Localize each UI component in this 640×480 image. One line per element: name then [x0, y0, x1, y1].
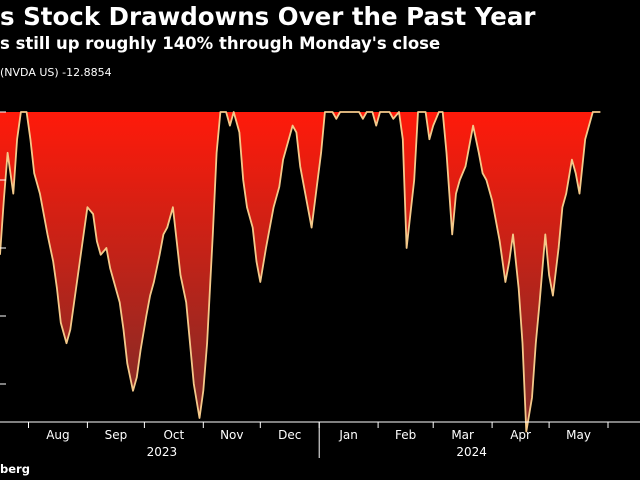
chart-subtitle: s still up roughly 140% through Monday's…	[0, 34, 441, 53]
drawdown-area	[0, 112, 601, 432]
x-tick-label: Oct	[163, 428, 184, 442]
x-tick-label: Sep	[105, 428, 128, 442]
year-label: 2023	[147, 445, 178, 459]
x-tick-label: Apr	[510, 428, 531, 442]
x-tick-label: Nov	[220, 428, 243, 442]
x-tick-label: May	[566, 428, 591, 442]
year-label: 2024	[456, 445, 487, 459]
legend-label: (NVDA US) -12.8854	[0, 66, 112, 79]
chart-title: s Stock Drawdowns Over the Past Year	[0, 2, 536, 31]
x-tick-label: Jan	[338, 428, 358, 442]
x-tick-label: Aug	[46, 428, 69, 442]
source-label: berg	[0, 462, 30, 476]
x-tick-label: Feb	[395, 428, 416, 442]
x-tick-label: Dec	[278, 428, 301, 442]
y-ticks	[0, 111, 6, 385]
year-ticks: 2023 2024	[147, 422, 487, 459]
x-tick-label: Mar	[451, 428, 474, 442]
x-ticks: Aug Sep Oct Nov Dec Jan Feb Mar Apr May	[28, 422, 609, 442]
drawdown-line	[0, 111, 601, 433]
